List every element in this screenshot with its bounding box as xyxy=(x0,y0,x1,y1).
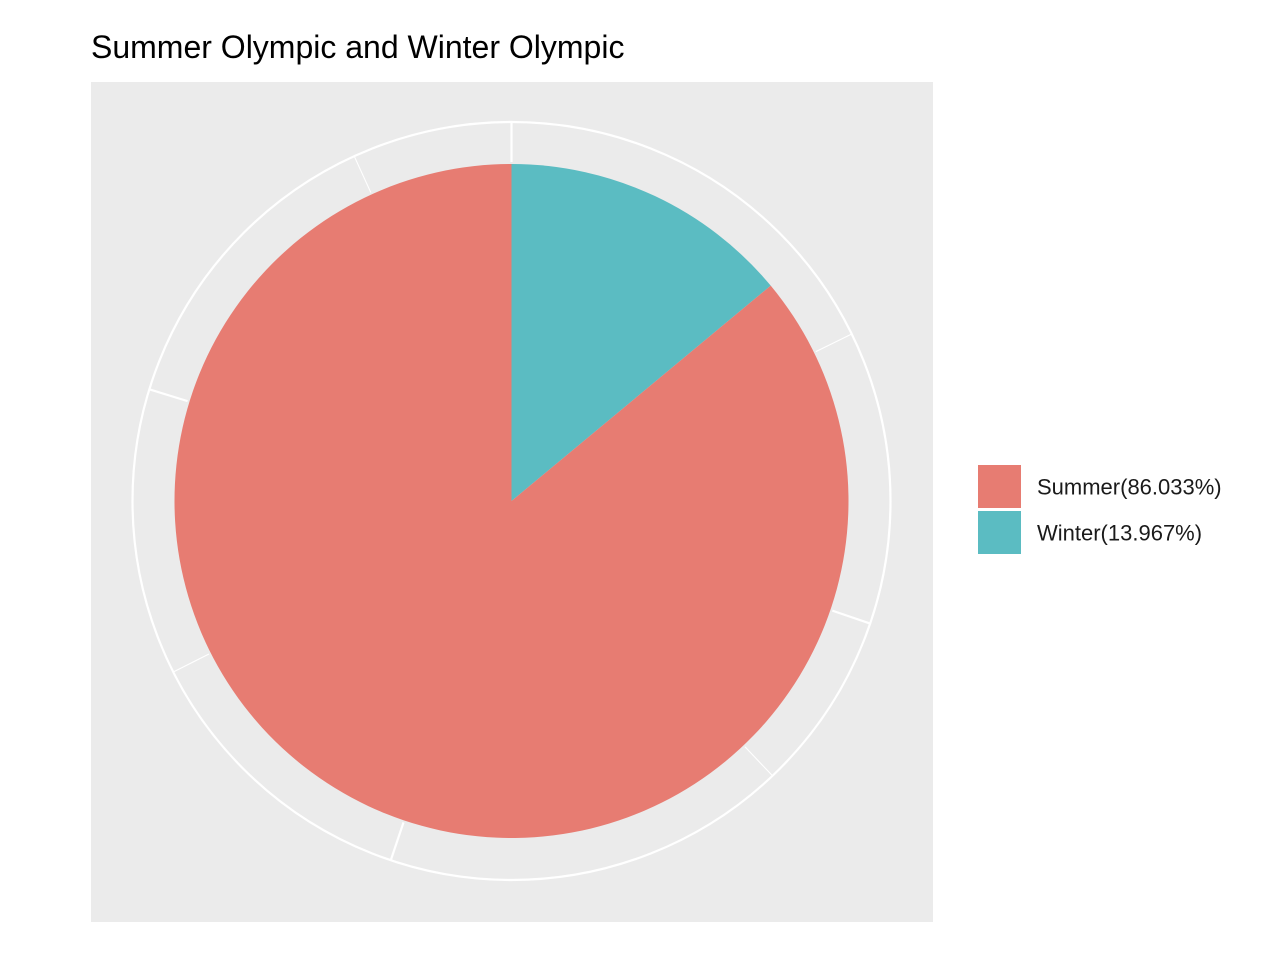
grid-major-tick xyxy=(831,609,871,625)
grid-minor-tick xyxy=(744,746,773,777)
legend-key-winter xyxy=(978,511,1021,554)
pie-slice-summer xyxy=(174,164,849,838)
legend-label-summer: Summer(86.033%) xyxy=(1037,475,1222,500)
chart-title: Summer Olympic and Winter Olympic xyxy=(91,29,624,65)
pie-slices xyxy=(174,164,849,838)
grid-minor-tick xyxy=(173,653,210,673)
legend-key-summer xyxy=(978,465,1021,508)
legend: Summer(86.033%) Winter(13.967%) xyxy=(978,465,1222,554)
grid-minor-tick xyxy=(353,155,372,193)
grid-major-tick xyxy=(149,388,188,403)
polar-grid xyxy=(131,120,892,882)
grid-minor-tick xyxy=(815,333,852,353)
pie-slice-winter xyxy=(511,164,771,501)
grid-major-tick xyxy=(389,821,405,861)
legend-label-winter: Winter(13.967%) xyxy=(1037,521,1202,546)
